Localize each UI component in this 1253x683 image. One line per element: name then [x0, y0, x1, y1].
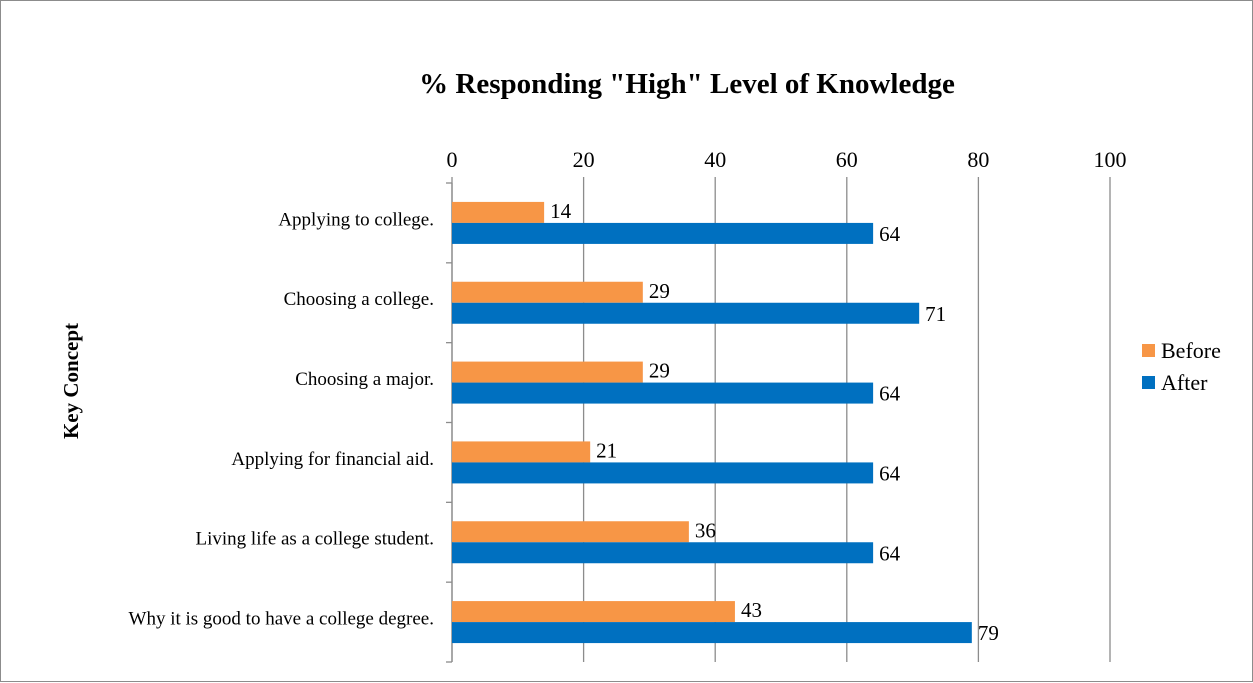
category-label: Choosing a college. [284, 289, 434, 310]
value-label-before: 29 [649, 279, 670, 303]
bar-after [452, 222, 874, 244]
bar-after [452, 302, 920, 324]
category-label: Applying to college. [278, 209, 434, 230]
value-label-after: 64 [879, 382, 901, 406]
bar-before [452, 521, 689, 543]
legend: Before After [1142, 338, 1221, 395]
bar-before [452, 281, 643, 303]
value-label-after: 64 [879, 461, 901, 485]
category-label: Living life as a college student. [196, 529, 434, 550]
x-tick-label: 80 [967, 147, 989, 172]
category-label: Choosing a major. [295, 369, 434, 390]
bar-after [452, 462, 874, 484]
x-tick-label: 100 [1094, 147, 1127, 172]
value-label-before: 14 [550, 199, 572, 223]
y-axis [446, 182, 453, 663]
value-label-after: 71 [925, 302, 946, 326]
x-tick-label: 40 [704, 147, 726, 172]
bar-after [452, 382, 874, 404]
y-axis-label: Key Concept [59, 323, 83, 439]
category-labels: Applying to college. Choosing a college. C… [129, 209, 434, 629]
x-tick-label: 20 [573, 147, 595, 172]
legend-swatch-after [1142, 376, 1155, 389]
value-label-before: 36 [695, 518, 716, 542]
value-label-before: 29 [649, 359, 670, 383]
category-label: Why it is good to have a college degree. [129, 608, 434, 629]
x-tick-label: 60 [836, 147, 858, 172]
bar-before [452, 361, 643, 383]
bar-after [452, 542, 874, 564]
category-label: Applying for financial aid. [231, 449, 434, 470]
chart-title: % Responding "High" Level of Knowledge [419, 68, 955, 100]
bar-after [452, 622, 972, 644]
value-labels: 14 64 29 71 29 64 21 64 36 64 43 79 [550, 199, 999, 645]
legend-swatch-before [1142, 344, 1155, 357]
value-label-after: 79 [978, 621, 999, 645]
value-label-after: 64 [879, 541, 901, 565]
value-label-after: 64 [879, 222, 901, 246]
legend-label-before: Before [1161, 338, 1221, 363]
bar-before [452, 601, 735, 623]
gridlines [451, 183, 1111, 662]
x-tick-label: 0 [447, 147, 458, 172]
x-axis-ticks: 0 20 40 60 80 100 [447, 147, 1127, 183]
bar-before [452, 201, 545, 223]
legend-label-after: After [1161, 370, 1208, 395]
value-label-before: 43 [741, 598, 762, 622]
bars [452, 201, 972, 644]
bar-before [452, 441, 591, 463]
value-label-before: 21 [596, 438, 617, 462]
